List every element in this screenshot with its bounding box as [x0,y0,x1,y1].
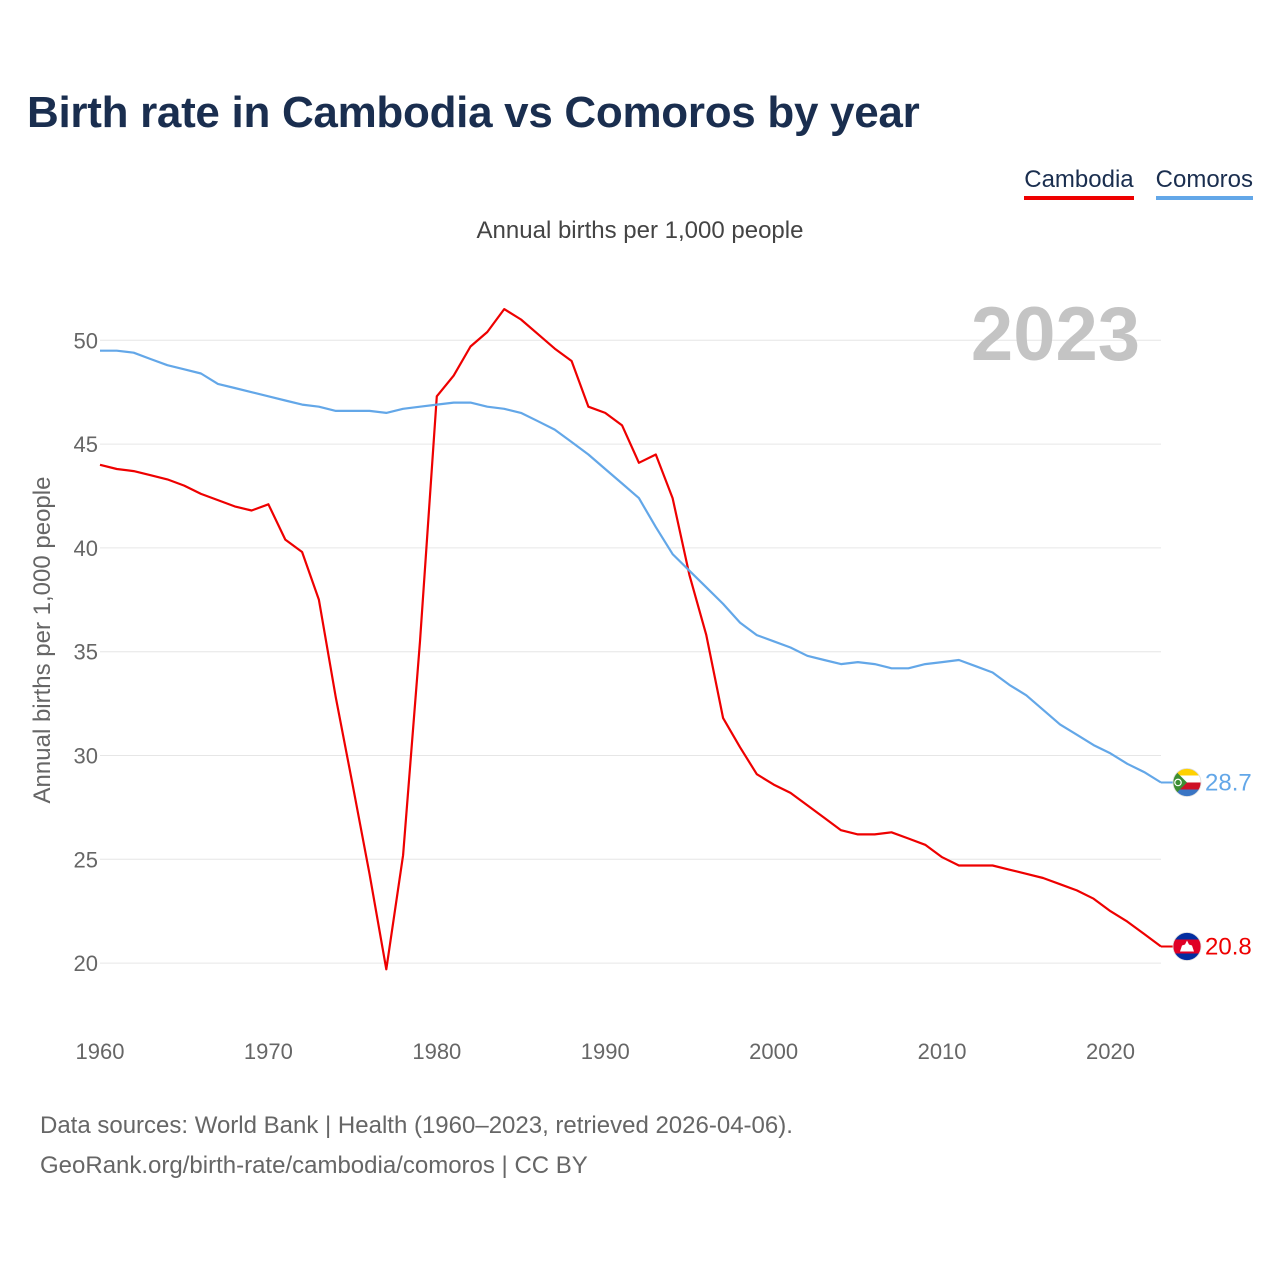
x-tick-label: 2010 [918,1039,967,1064]
x-tick-label: 2020 [1086,1039,1135,1064]
legend-item-comoros[interactable]: Comoros [1155,166,1253,200]
end-markers: 20.8 28.7 [1161,768,1252,961]
x-tick-label: 1960 [76,1039,125,1064]
x-tick-label: 1970 [244,1039,293,1064]
y-axis-title: Annual births per 1,000 people [29,477,56,804]
gridlines [100,339,1161,964]
chart-subtitle: Annual births per 1,000 people [476,217,804,244]
y-tick-label: 25 [74,847,98,872]
series-line-comoros[interactable] [100,349,1162,784]
y-tick-label: 20 [74,951,98,976]
legend: Cambodia Comoros [1024,166,1253,200]
series-line-cambodia[interactable] [99,308,1162,971]
y-tick-label: 35 [74,640,98,665]
flag-comoros-icon [1172,768,1202,797]
source-line-1: Data sources: World Bank | Health (1960–… [40,1112,793,1139]
chart-title: Birth rate in Cambodia vs Comoros by yea… [27,88,920,137]
x-tick-label: 1980 [412,1039,461,1064]
source-line-2[interactable]: GeoRank.org/birth-rate/cambodia/comoros … [40,1152,588,1179]
y-tick-label: 50 [74,328,98,353]
end-value-cambodia: 20.8 [1205,933,1252,960]
year-label: 2023 [971,292,1140,377]
legend-item-cambodia[interactable]: Cambodia [1024,166,1134,200]
end-value-comoros: 28.7 [1205,769,1252,796]
source-note: Data sources: World Bank | Health (1960–… [40,1106,793,1186]
flag-cambodia-icon [1172,932,1202,961]
x-tick-label: 1990 [581,1039,630,1064]
axes: 20 25 30 35 40 45 50 1960 1970 1980 1990 2000 2010 20… [74,328,1135,1064]
y-tick-label: 30 [74,743,98,768]
y-tick-label: 40 [74,536,98,561]
y-tick-label: 45 [74,432,98,457]
x-tick-label: 2000 [749,1039,798,1064]
series [99,308,1162,971]
